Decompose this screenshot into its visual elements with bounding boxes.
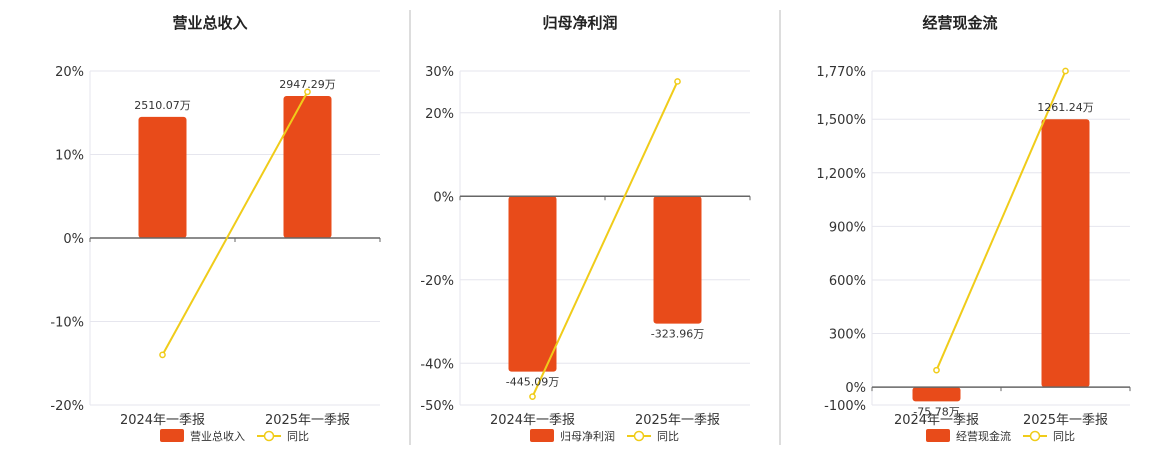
line-series [161, 91, 309, 356]
legend-label: 经营现金流 [956, 429, 1011, 443]
data-label: 2510.07万 [134, 99, 191, 112]
legend-bar-swatch [160, 429, 184, 442]
y-tick-label: 300% [829, 328, 866, 343]
y-tick-label: -20% [420, 274, 454, 289]
y-tick-label: 0% [845, 381, 866, 396]
bar-1 [912, 387, 961, 402]
y-tick-label: 0% [433, 190, 454, 205]
y-tick-label: -20% [50, 399, 84, 414]
y-tick-label: 20% [55, 65, 84, 80]
y-tick-label: 1,200% [816, 167, 866, 182]
chart-panel-2: 归母净利润 30% 20% 0% -20% -40% -50% -445.09万 -323.96… [420, 14, 751, 443]
line-series [531, 81, 679, 398]
y-tick-label: 10% [55, 149, 84, 164]
chart-panel-1: 营业总收入 20% 10% 0% -10% -20% 2510.07万 2947.29万 202… [50, 14, 381, 443]
y-tick-label: 600% [829, 274, 866, 289]
bar-1 [138, 116, 187, 238]
line-point-1 [529, 393, 536, 400]
data-label: 1261.24万 [1037, 101, 1094, 114]
legend-line-marker [263, 430, 275, 442]
data-label: -445.09万 [506, 376, 559, 389]
bar-2 [1041, 119, 1090, 388]
y-tick-label: 30% [425, 65, 454, 80]
y-tick-label: -100% [824, 399, 866, 414]
bar-2 [653, 196, 702, 324]
bar-2 [283, 96, 332, 238]
bar-1 [508, 196, 557, 372]
legend-line-marker [633, 430, 645, 442]
y-tick-label: 900% [829, 220, 866, 235]
category-label: 2024年一季报 [120, 413, 205, 428]
line-point-2 [674, 78, 681, 85]
category-label: 2024年一季报 [894, 413, 979, 428]
category-label: 2024年一季报 [490, 413, 575, 428]
y-tick-label: -50% [420, 399, 454, 414]
line-point-2 [304, 88, 311, 96]
legend-label: 营业总收入 [190, 429, 245, 443]
y-tick-label: 1,770% [816, 65, 866, 80]
legend-label: 同比 [1053, 430, 1075, 443]
category-label: 2025年一季报 [265, 413, 350, 428]
y-tick-label: -40% [420, 357, 454, 372]
y-tick-label: 1,500% [816, 113, 866, 128]
category-label: 2025年一季报 [635, 413, 720, 428]
y-tick-label: 20% [425, 107, 454, 122]
line-series [935, 70, 1067, 371]
data-label: -75.78万 [913, 405, 959, 418]
legend-label: 同比 [657, 430, 679, 443]
legend-label: 归母净利润 [560, 429, 615, 443]
legend-bar-swatch [530, 429, 554, 442]
line-point-1 [933, 366, 940, 374]
legend-bar-swatch [926, 429, 950, 442]
chart-title: 营业总收入 [172, 14, 247, 32]
chart-title: 归母净利润 [542, 14, 617, 32]
y-tick-label: 0% [63, 232, 84, 247]
chart-title: 经营现金流 [922, 14, 997, 32]
data-label: 2947.29万 [279, 78, 336, 91]
chart-panel-3: 经营现金流 1,770% 1,500% 1,200% 900% 600% 300% 0% -10… [816, 14, 1131, 443]
line-point-1 [159, 351, 166, 359]
y-tick-label: -10% [50, 316, 84, 331]
category-label: 2025年一季报 [1023, 413, 1108, 428]
legend-line-marker [1029, 430, 1041, 442]
legend-label: 同比 [287, 430, 309, 443]
data-label: -323.96万 [651, 328, 704, 341]
line-point-2 [1062, 67, 1069, 75]
